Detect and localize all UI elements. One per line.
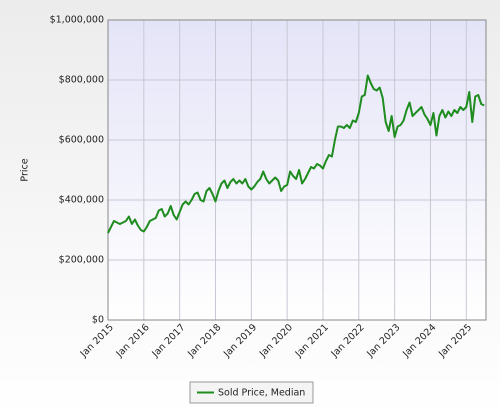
y-tick-label: $800,000: [59, 75, 104, 86]
legend-label: Sold Price, Median: [218, 388, 305, 399]
y-tick-label: $200,000: [59, 255, 104, 266]
plot-area: [107, 19, 487, 321]
y-tick-label: $0: [92, 315, 104, 326]
legend-box: [189, 381, 314, 404]
y-tick-label: $1,000,000: [50, 15, 104, 26]
legend: Sold Price, Median: [189, 381, 314, 404]
y-axis-title: Price: [20, 158, 31, 181]
series-line: [107, 74, 485, 234]
y-tick-label: $400,000: [59, 195, 104, 206]
y-tick-label: $600,000: [59, 135, 104, 146]
plot-border: [107, 19, 487, 321]
